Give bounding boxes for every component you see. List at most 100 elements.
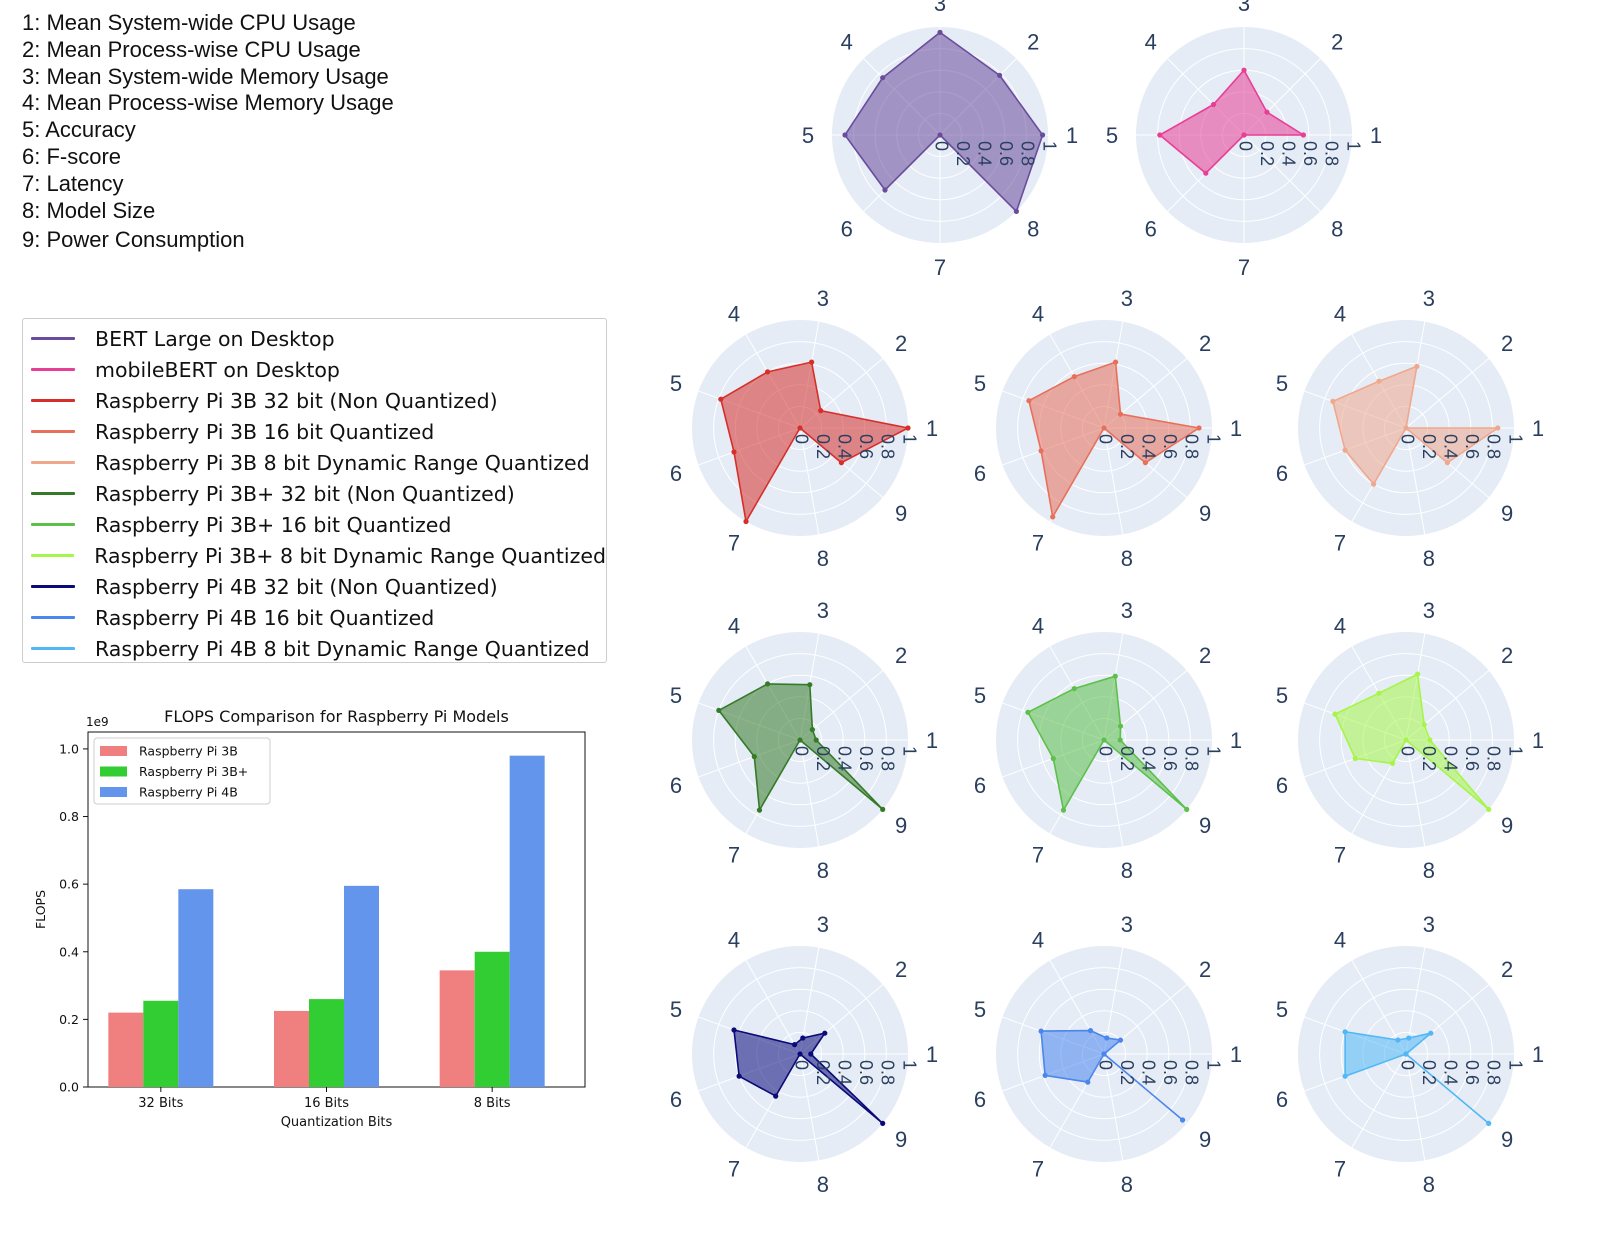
angular-axis-label: 9 <box>1501 1127 1513 1152</box>
legend-swatch <box>31 522 75 527</box>
angular-axis-label: 3 <box>1423 286 1435 311</box>
angular-axis-label: 8 <box>817 1172 829 1197</box>
radial-tick-label: 0.8 <box>1182 1060 1202 1085</box>
angular-axis-label: 9 <box>1199 1127 1211 1152</box>
angular-axis-label: 3 <box>1121 286 1133 311</box>
angular-axis-label: 2 <box>1501 331 1513 356</box>
angular-axis-label: 1 <box>1532 1042 1544 1067</box>
radial-tick-label: 0.6 <box>996 141 1016 166</box>
radial-tick-label: 0.6 <box>856 1060 876 1085</box>
angular-axis-label: 6 <box>974 1087 986 1112</box>
radar-point <box>1427 737 1433 743</box>
y-offset-label: 1e9 <box>86 715 109 729</box>
angular-axis-label: 4 <box>1032 928 1044 953</box>
angular-axis-label: 4 <box>728 928 740 953</box>
radar-point <box>1342 447 1348 453</box>
bar-legend-frame <box>93 737 271 805</box>
radar-point <box>1403 425 1409 431</box>
legend-swatch <box>31 553 75 558</box>
radar-spoke <box>745 960 801 1055</box>
radial-tick-label: 0 <box>791 1060 811 1070</box>
legend-swatch <box>31 367 75 372</box>
radial-tick-label: 0.4 <box>834 1060 854 1085</box>
angular-axis-label: 5 <box>974 997 986 1022</box>
angular-axis-label: 9 <box>1199 501 1211 526</box>
radar-point <box>792 1042 798 1048</box>
angular-axis-label: 5 <box>1276 371 1288 396</box>
radar-point <box>1117 411 1124 417</box>
radar-point <box>809 359 815 365</box>
radar-point <box>1184 806 1190 813</box>
radial-tick-label: 1 <box>1505 434 1525 444</box>
radial-tick-label: 0.2 <box>1257 141 1277 166</box>
radial-tick-label: 0.6 <box>1160 746 1180 771</box>
radar-point <box>1196 425 1202 431</box>
angular-axis-label: 5 <box>670 683 682 708</box>
radar-point <box>937 29 943 35</box>
radial-tick-label: 1 <box>1203 1060 1223 1070</box>
angular-axis-label: 7 <box>1334 530 1346 555</box>
radar-point <box>1332 711 1338 717</box>
angular-axis-label: 8 <box>1423 1172 1435 1197</box>
radial-tick-label: 0.6 <box>1160 1060 1180 1085</box>
radar-point <box>1406 1035 1412 1041</box>
angular-axis-label: 9 <box>895 813 907 838</box>
radar-point <box>905 425 911 431</box>
radial-tick-label: 0.2 <box>1117 1060 1137 1085</box>
angular-axis-label: 5 <box>974 371 986 396</box>
legend-swatch <box>31 429 75 434</box>
radar-point <box>880 806 886 813</box>
radar-polygon <box>1040 1029 1184 1121</box>
radar-point <box>1486 1120 1492 1126</box>
radar-point <box>1421 722 1427 728</box>
radar-point <box>1203 170 1209 176</box>
angular-axis-label: 4 <box>1334 928 1346 953</box>
angular-axis-label: 1 <box>926 416 938 441</box>
radar-spoke <box>799 427 820 535</box>
radar-point <box>1241 132 1247 138</box>
radial-tick-label: 0 <box>791 746 811 756</box>
radial-tick-label: 1 <box>1505 746 1525 756</box>
radar-point <box>1414 363 1420 369</box>
angular-axis-label: 1 <box>1230 1042 1242 1067</box>
angular-axis-label: 9 <box>895 501 907 526</box>
metric-label: 1: Mean System-wide CPU Usage <box>22 10 356 35</box>
angular-axis-label: 4 <box>1145 30 1157 55</box>
radar-point <box>731 449 737 455</box>
radar-point <box>1101 1051 1107 1057</box>
radial-tick-label: 0.2 <box>813 1060 833 1085</box>
radial-tick-label: 0.8 <box>1484 434 1504 459</box>
radial-tick-label: 0.8 <box>1182 434 1202 459</box>
angular-axis-label: 6 <box>670 1087 682 1112</box>
radar-polygon <box>733 1029 884 1125</box>
radial-tick-label: 0 <box>1397 434 1417 444</box>
radial-tick-label: 0 <box>1235 141 1255 151</box>
legend-label: Raspberry Pi 3B+ 16 bit Quantized <box>95 512 452 537</box>
angular-axis-label: 1 <box>1066 123 1078 148</box>
angular-axis-label: 5 <box>1276 997 1288 1022</box>
radial-tick-label: 0.6 <box>1300 141 1320 166</box>
radial-tick-label: 1 <box>1203 746 1223 756</box>
angular-axis-label: 6 <box>1276 1087 1288 1112</box>
radar-point <box>1071 374 1077 380</box>
angular-axis-label: 3 <box>817 286 829 311</box>
legend-label: BERT Large on Desktop <box>95 326 335 351</box>
angular-axis-label: 2 <box>895 643 907 668</box>
radar-point <box>1026 398 1032 404</box>
radar-point <box>1142 460 1148 466</box>
bar <box>274 1010 309 1087</box>
angular-axis-label: 8 <box>817 858 829 883</box>
legend-label: Raspberry Pi 4B 8 bit Dynamic Range Quan… <box>95 636 590 661</box>
angular-axis-label: 6 <box>670 773 682 798</box>
radial-tick-label: 0.4 <box>834 434 854 459</box>
radar-point <box>756 807 763 813</box>
x-tick-label: 16 Bits <box>304 1096 349 1111</box>
angular-axis-label: 6 <box>1145 216 1157 241</box>
legend-entry: BERT Large on Desktop <box>23 323 606 354</box>
y-tick-label: 1.0 <box>59 741 79 756</box>
radar-point <box>880 1120 886 1126</box>
